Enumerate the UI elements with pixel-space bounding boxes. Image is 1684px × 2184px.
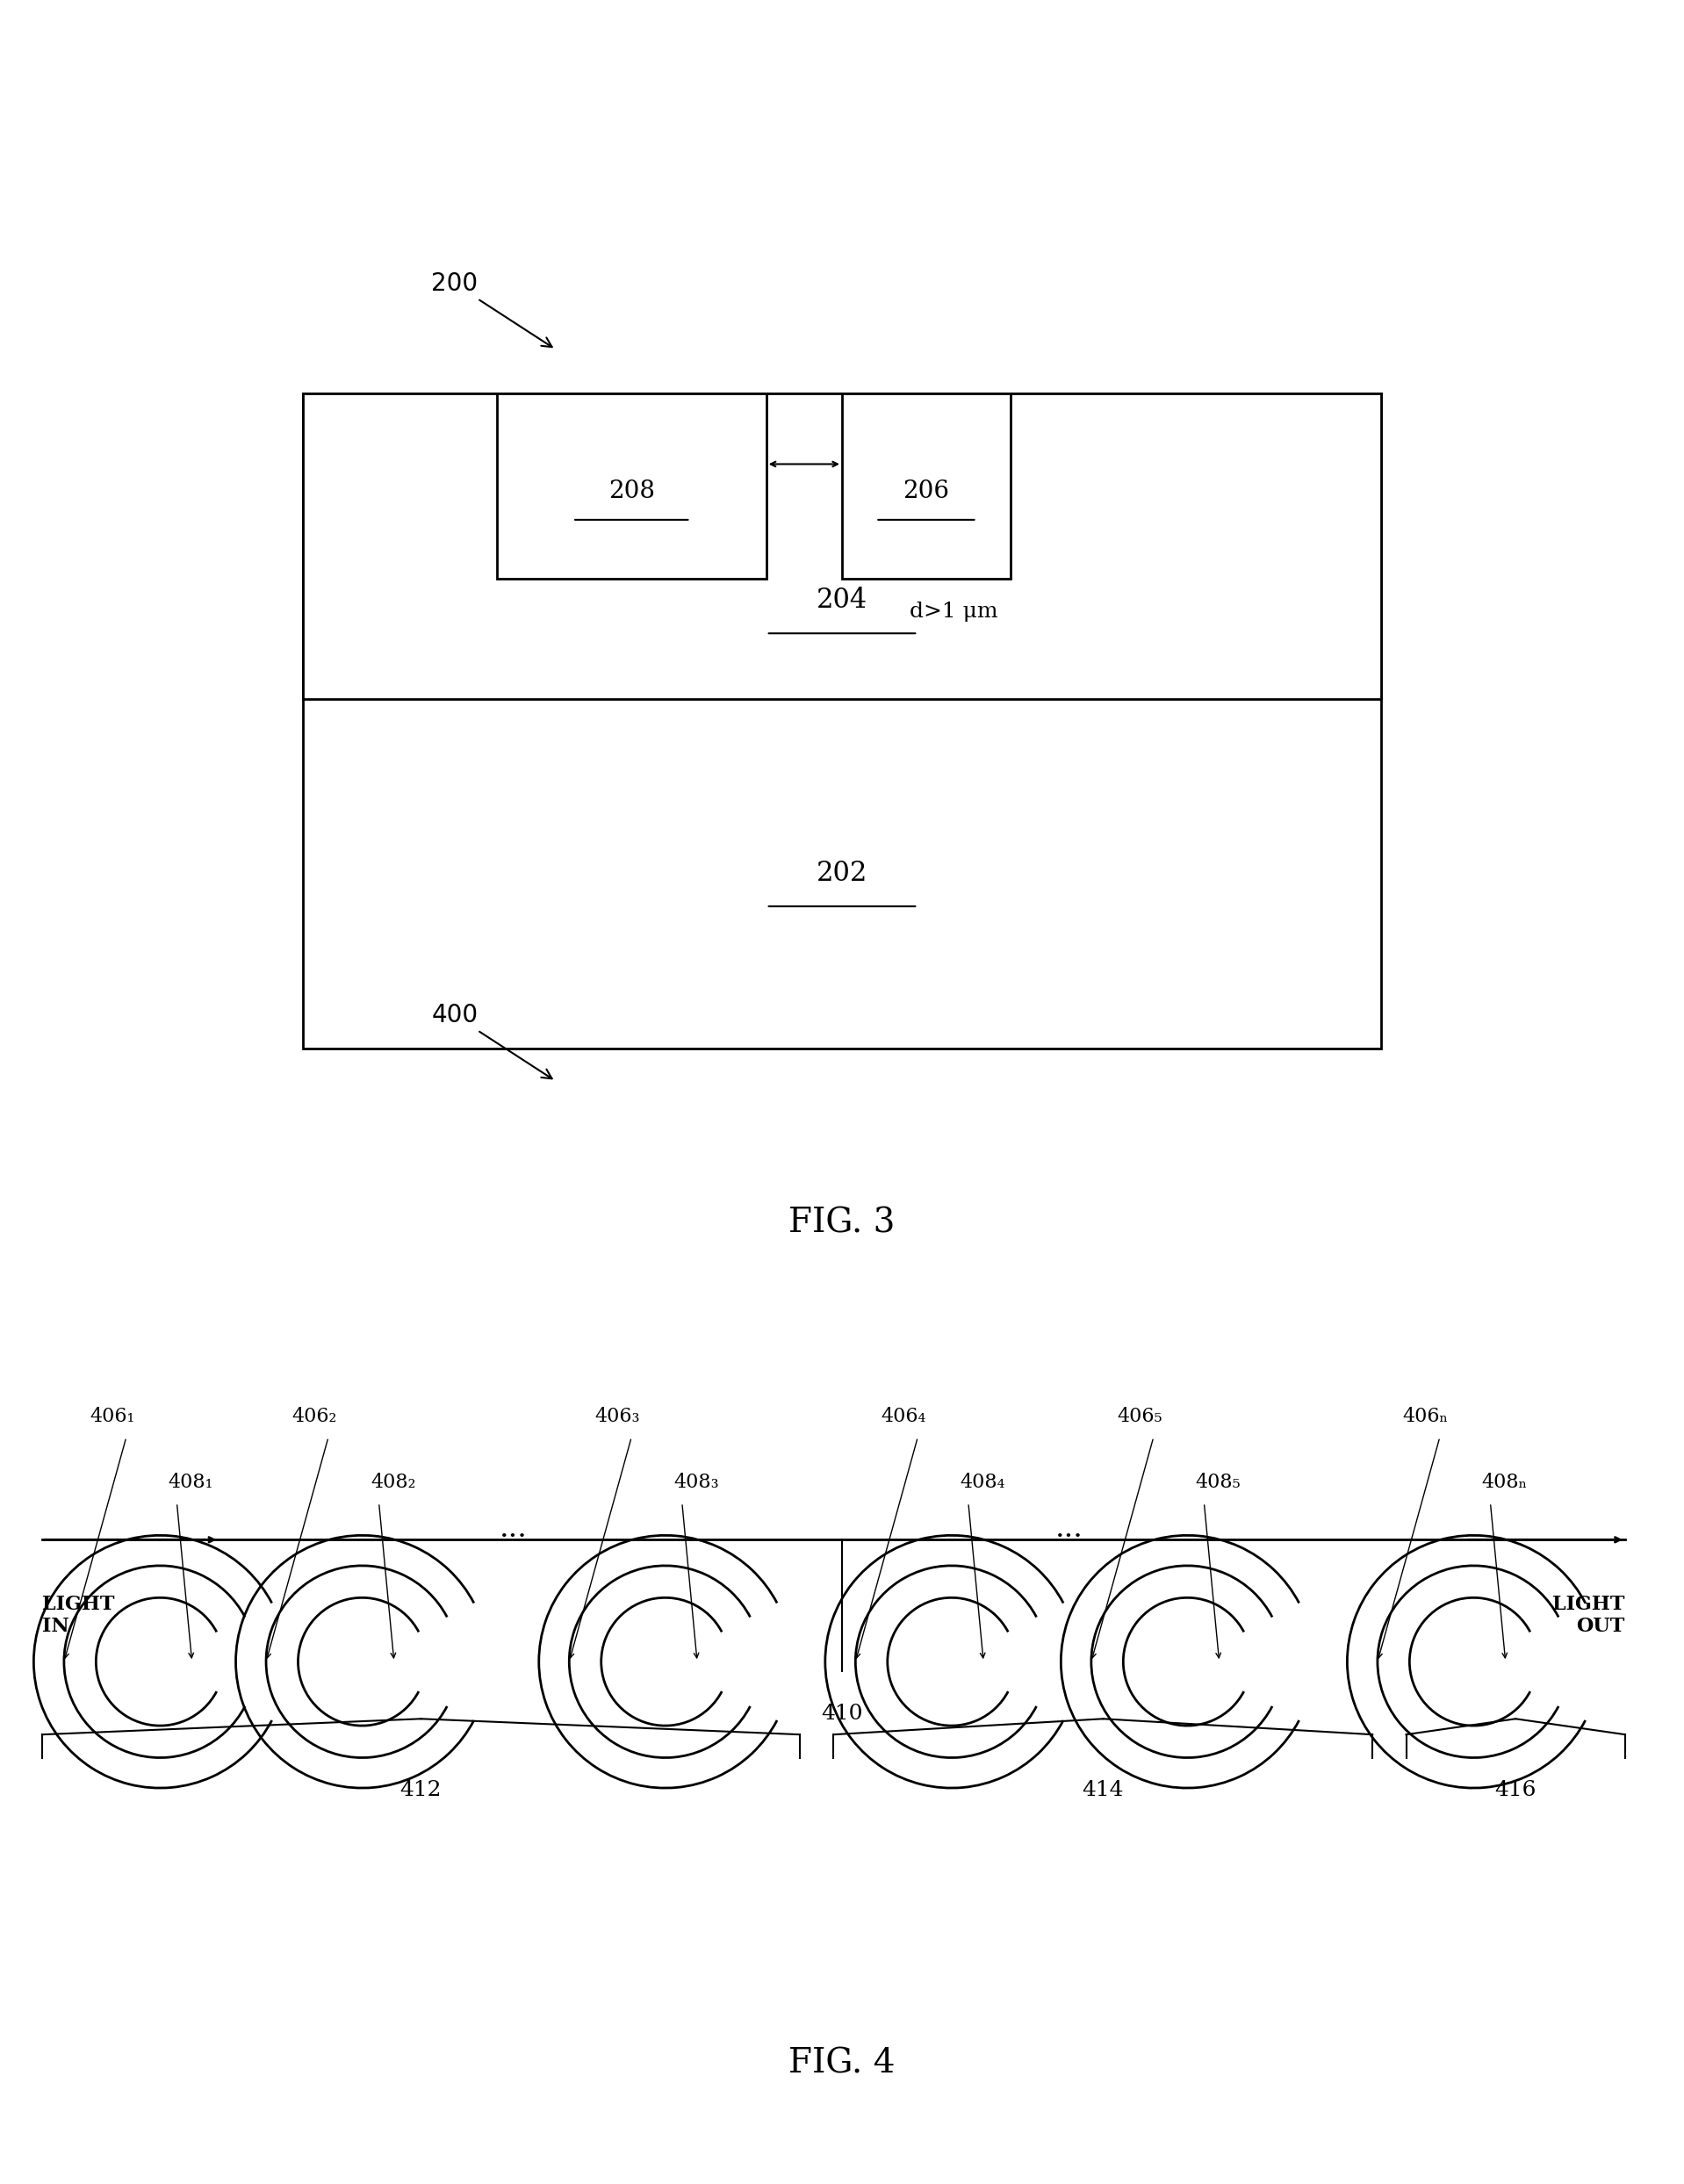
Text: 408₅: 408₅ <box>1196 1472 1241 1492</box>
Text: LIGHT
IN: LIGHT IN <box>42 1594 115 1636</box>
FancyBboxPatch shape <box>303 393 1381 699</box>
Text: 202: 202 <box>817 860 867 887</box>
Text: 400: 400 <box>431 1002 552 1079</box>
Text: 414: 414 <box>1083 1780 1123 1800</box>
FancyBboxPatch shape <box>303 393 1381 1048</box>
Text: 412: 412 <box>401 1780 441 1800</box>
Text: ...: ... <box>1056 1516 1083 1542</box>
Text: 408₄: 408₄ <box>960 1472 1005 1492</box>
Text: 408₁: 408₁ <box>168 1472 214 1492</box>
Text: LIGHT
OUT: LIGHT OUT <box>1553 1594 1625 1636</box>
Text: 204: 204 <box>817 587 867 614</box>
Text: 406₁: 406₁ <box>89 1406 135 1426</box>
Text: 200: 200 <box>431 271 552 347</box>
Text: 406₅: 406₅ <box>1116 1406 1162 1426</box>
Text: 208: 208 <box>608 480 655 502</box>
Text: 416: 416 <box>1495 1780 1536 1800</box>
Text: 206: 206 <box>903 480 950 502</box>
Text: 410: 410 <box>822 1704 862 1723</box>
Text: 408ₙ: 408ₙ <box>1482 1472 1527 1492</box>
Text: 406₃: 406₃ <box>594 1406 640 1426</box>
Text: ...: ... <box>500 1516 527 1542</box>
Text: FIG. 3: FIG. 3 <box>788 1208 896 1238</box>
Text: 406₂: 406₂ <box>291 1406 337 1426</box>
Text: 406₄: 406₄ <box>881 1406 926 1426</box>
FancyBboxPatch shape <box>842 393 1010 579</box>
Text: 406ₙ: 406ₙ <box>1403 1406 1448 1426</box>
Text: 408₃: 408₃ <box>674 1472 719 1492</box>
Text: FIG. 4: FIG. 4 <box>788 2049 896 2079</box>
Text: 408₂: 408₂ <box>370 1472 416 1492</box>
Text: d>1 μm: d>1 μm <box>909 601 997 622</box>
FancyBboxPatch shape <box>497 393 766 579</box>
